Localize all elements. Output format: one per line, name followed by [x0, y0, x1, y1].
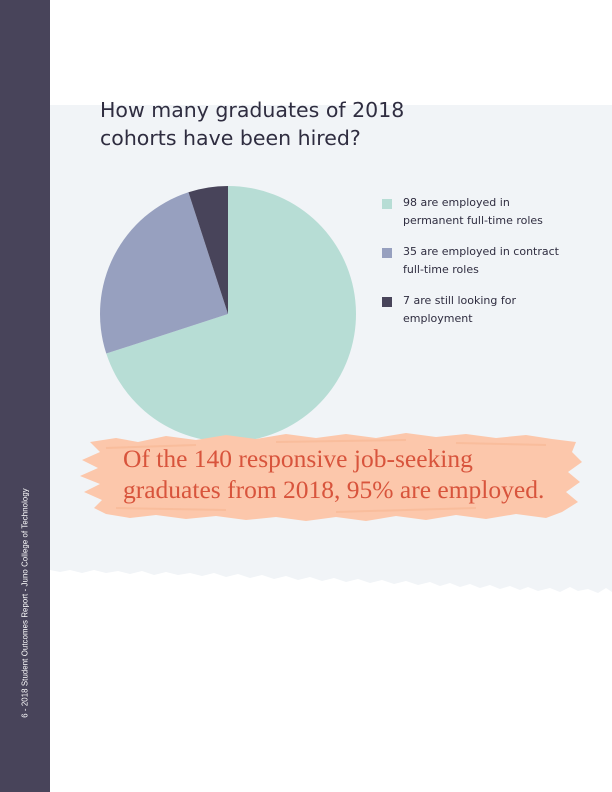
sidebar-footer-text: 6 - 2018 Student Outcomes Report - Juno …	[20, 488, 30, 718]
chart-legend: 98 are employed in permanent full-time r…	[382, 194, 582, 341]
sidebar: 6 - 2018 Student Outcomes Report - Juno …	[0, 0, 50, 792]
pie-slice-looking	[188, 186, 228, 314]
legend-item-looking: 7 are still looking for employment	[382, 292, 582, 341]
legend-label: 7 are still looking for employment	[403, 294, 517, 325]
legend-item-permanent: 98 are employed in permanent full-time r…	[382, 194, 582, 243]
legend-label: 98 are employed in permanent full-time r…	[403, 196, 543, 227]
legend-swatch	[382, 199, 392, 209]
brush-stroke-highlight	[80, 433, 582, 521]
pie-slice-contract	[100, 192, 228, 354]
chart-title: How many graduates of 2018 cohorts have …	[100, 98, 405, 150]
callout-text: Of the 140 responsive job-seeking gradua…	[123, 444, 545, 504]
legend-item-contract: 35 are employed in contract full-time ro…	[382, 243, 582, 292]
legend-swatch	[382, 297, 392, 307]
pie-chart	[100, 186, 356, 442]
legend-label: 35 are employed in contract full-time ro…	[403, 245, 559, 276]
pie-slice-permanent	[106, 186, 356, 442]
legend-swatch	[382, 248, 392, 258]
